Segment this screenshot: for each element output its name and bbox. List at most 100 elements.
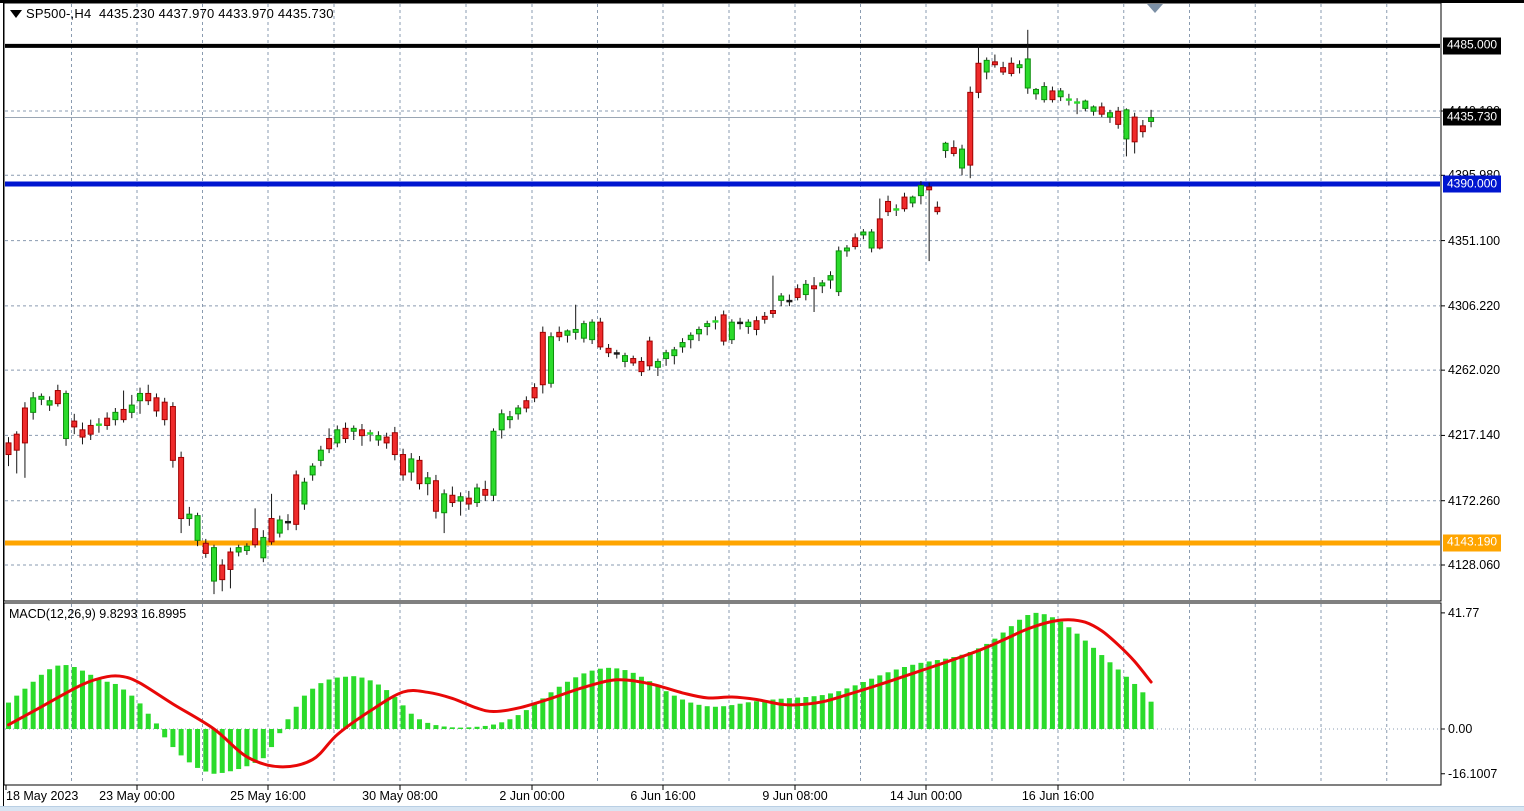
macd-bar — [532, 704, 538, 729]
candle-bullish — [548, 336, 555, 384]
candle-bearish — [268, 518, 275, 543]
macd-bar — [474, 726, 480, 729]
time-axis-label: 23 May 00:00 — [99, 789, 175, 803]
macd-bar — [934, 660, 940, 729]
symbol-dropdown-triangle-icon[interactable] — [10, 10, 22, 18]
candle-bullish — [260, 536, 267, 559]
macd-bar — [1107, 662, 1113, 729]
time-axis-label: 25 May 16:00 — [230, 789, 306, 803]
macd-bar — [400, 705, 406, 729]
macd-bar — [417, 719, 422, 729]
macd-bar — [458, 727, 464, 729]
candle-bearish — [416, 459, 423, 485]
price-badge: 4143.190 — [1443, 534, 1502, 552]
macd-histogram — [6, 612, 1154, 774]
candle-bullish — [441, 493, 448, 514]
time-axis-label: 9 Jun 08:00 — [762, 789, 828, 803]
candle-bullish — [1033, 88, 1039, 95]
macd-panel[interactable] — [3, 602, 1442, 786]
macd-bar — [893, 669, 899, 729]
candles-layer[interactable] — [5, 29, 1155, 595]
macd-bar — [926, 661, 932, 729]
macd-bar — [499, 722, 505, 729]
macd-bar — [219, 729, 225, 773]
candle-bearish — [1131, 116, 1138, 143]
candle-bullish — [1106, 112, 1113, 118]
chart-title-ohlc: SP500-,H4 4435.230 4437.970 4433.970 443… — [26, 6, 334, 21]
macd-bar — [606, 667, 612, 729]
candle-bullish — [745, 321, 752, 328]
macd-indicator-label: MACD(12,26,9) 9.8293 16.8995 — [9, 607, 187, 621]
candle-bearish — [21, 407, 28, 444]
macd-bar — [951, 656, 957, 729]
candle-bearish — [400, 454, 407, 476]
macd-bar — [795, 697, 801, 729]
macd-bar — [1041, 614, 1047, 729]
candle-bearish — [630, 358, 637, 364]
macd-bar — [1091, 647, 1097, 729]
candle-bullish — [235, 547, 242, 553]
macd-bar — [482, 725, 488, 729]
macd-bar — [844, 688, 850, 729]
macd-bar — [589, 670, 595, 729]
candle-bearish — [1008, 62, 1015, 74]
macd-bar — [129, 695, 135, 729]
macd-bar — [1123, 676, 1129, 729]
macd-bar — [38, 674, 44, 729]
candle-bullish — [679, 342, 686, 348]
candle-bullish — [728, 321, 735, 341]
candle-bearish — [326, 438, 333, 450]
macd-bar — [1049, 617, 1055, 729]
macd-bar — [318, 683, 324, 729]
gridlines-layer — [5, 4, 1440, 784]
macd-bar — [507, 719, 513, 729]
price-panel[interactable] — [3, 2, 1442, 602]
macd-bar — [112, 683, 118, 729]
macd-bar — [1033, 612, 1039, 729]
scroll-to-end-triangle-icon[interactable] — [1147, 4, 1163, 13]
candle-bearish — [876, 218, 883, 249]
macd-bar — [392, 697, 398, 729]
candle-bullish — [506, 416, 513, 421]
candle-bullish — [671, 349, 678, 357]
candle-bearish — [482, 488, 489, 496]
macd-bar — [564, 681, 570, 729]
macd-bar — [778, 698, 784, 729]
macd-bar — [548, 692, 554, 729]
macd-bar — [877, 675, 883, 729]
candle-bearish — [901, 196, 908, 210]
macd-bar — [556, 686, 562, 729]
macd-bar — [490, 724, 496, 729]
candle-bearish — [885, 200, 892, 213]
macd-tick-label: 0.00 — [1448, 722, 1473, 736]
candle-bearish — [1049, 90, 1056, 101]
candle-bullish — [1057, 90, 1064, 98]
macd-bar — [729, 705, 735, 729]
candle-bullish — [687, 334, 694, 341]
macd-bar — [449, 727, 455, 729]
candle-bearish — [737, 321, 744, 325]
macd-bar — [326, 679, 332, 729]
macd-bar — [671, 695, 677, 729]
macd-bar — [227, 729, 233, 772]
candle-bullish — [309, 465, 316, 476]
candle-bearish — [161, 401, 168, 421]
level-lines-layer[interactable] — [5, 43, 1440, 546]
macd-bar — [359, 677, 365, 729]
candle-bearish — [811, 285, 818, 290]
macd-bar — [943, 658, 949, 729]
macd-bar — [622, 670, 628, 729]
macd-bar — [663, 691, 669, 729]
candle-bearish — [975, 62, 982, 93]
candle-bearish — [79, 429, 86, 438]
candle-bullish — [276, 519, 283, 534]
candle-bearish — [769, 310, 776, 314]
macd-bar — [597, 668, 603, 729]
macd-bar — [515, 715, 521, 729]
macd-bar — [1066, 627, 1072, 729]
candle-bearish — [169, 406, 176, 461]
window-bottom-edge — [0, 806, 1524, 811]
macd-bar — [104, 681, 110, 729]
macd-bar — [1058, 621, 1064, 729]
